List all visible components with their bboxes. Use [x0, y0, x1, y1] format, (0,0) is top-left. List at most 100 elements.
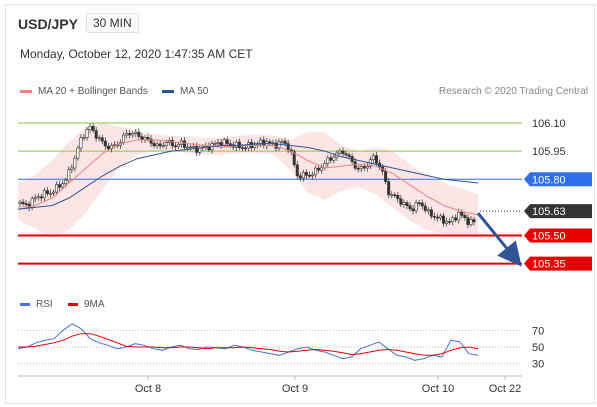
candle-body: [125, 133, 129, 136]
level-label-box: [524, 228, 592, 243]
candle: [36, 193, 40, 201]
candle-body: [298, 175, 302, 179]
candle: [292, 149, 296, 168]
candle-body: [152, 142, 156, 147]
candle-body: [48, 192, 52, 195]
x-axis: Oct 8 Oct 9 Oct 10 Oct 22: [18, 375, 522, 395]
candle-body: [64, 179, 68, 184]
candle-body: [18, 201, 22, 204]
candle: [298, 172, 302, 181]
candle: [91, 122, 95, 133]
candle-body: [173, 145, 177, 148]
candle-body: [91, 126, 95, 131]
candle-body: [33, 197, 37, 200]
candle-body: [390, 194, 394, 197]
candle-body: [365, 166, 369, 169]
candle-body: [317, 167, 321, 171]
candle: [387, 177, 391, 199]
candle: [173, 142, 177, 151]
candle: [18, 199, 22, 208]
candle: [85, 127, 89, 141]
candle-body: [103, 140, 107, 147]
candle-body: [170, 140, 174, 147]
candle-body: [295, 164, 299, 177]
candle: [408, 202, 412, 212]
candle: [445, 217, 449, 227]
candle: [423, 202, 427, 214]
candle-body: [137, 131, 141, 137]
candle-body: [122, 134, 126, 143]
candle: [152, 140, 156, 149]
rsi-ma-swatch: [68, 303, 78, 306]
candle-body: [283, 140, 287, 144]
candle-body: [88, 126, 92, 131]
candle-body: [36, 196, 40, 199]
candle-body: [140, 136, 144, 140]
candle: [158, 140, 162, 150]
candle: [79, 134, 83, 152]
candle-body: [256, 143, 260, 146]
candle-body: [262, 139, 266, 146]
candle: [338, 148, 342, 156]
candle-body: [460, 211, 464, 216]
candle-body: [448, 221, 452, 223]
candle: [466, 214, 470, 229]
candle-body: [128, 133, 132, 136]
candle: [451, 215, 455, 226]
candle-body: [106, 145, 110, 150]
candle: [55, 181, 59, 196]
candle-body: [155, 143, 159, 147]
candle-body: [176, 143, 180, 147]
candle: [314, 165, 318, 178]
candle: [100, 134, 104, 145]
candle: [76, 145, 80, 161]
x-tick-label: Oct 22: [489, 383, 521, 395]
candle-body: [21, 201, 25, 204]
candle-body: [149, 138, 153, 144]
candle: [189, 144, 193, 151]
candle-body: [131, 133, 135, 136]
candle: [420, 199, 424, 210]
candle-body: [402, 202, 406, 205]
candle: [405, 200, 409, 210]
level-label-text: 105.50: [532, 231, 566, 243]
candle: [183, 137, 187, 151]
level-label-text: 105.80: [532, 174, 566, 186]
candle-body: [42, 190, 46, 199]
candle-body: [420, 202, 424, 207]
candle: [268, 139, 272, 146]
candle: [390, 191, 394, 199]
candle-body: [67, 169, 71, 181]
candle: [463, 212, 467, 221]
candle-body: [393, 194, 397, 197]
candle: [213, 140, 217, 147]
candle: [307, 171, 311, 178]
candle-body: [189, 146, 193, 149]
legend-ma20-bollinger: MA 20 + Bollinger Bands: [20, 86, 148, 97]
candle: [33, 194, 37, 203]
candle: [429, 206, 433, 220]
ma50-line: [17, 143, 479, 210]
candle-body: [143, 137, 147, 140]
candle: [94, 127, 98, 142]
candlesticks: [18, 122, 476, 229]
candle-body: [240, 147, 244, 149]
level-label-text: 105.95: [532, 146, 566, 158]
candle-body: [399, 198, 403, 205]
candle-body: [435, 216, 439, 219]
candle-body: [445, 221, 449, 224]
candle: [417, 200, 421, 207]
rsi-tick-label: 70: [532, 325, 544, 337]
candle-body: [408, 205, 412, 210]
candle-body: [466, 217, 470, 225]
candle: [131, 130, 135, 138]
legend-rsi: RSI: [20, 299, 53, 310]
support-label: 105.35: [524, 256, 592, 271]
candle: [48, 189, 52, 198]
timeframe-badge[interactable]: 30 MIN: [86, 13, 139, 33]
rsi-swatch: [20, 303, 30, 306]
candle: [70, 164, 74, 174]
candle-body: [161, 145, 165, 147]
candle-body: [225, 139, 229, 144]
candle-body: [52, 191, 56, 194]
